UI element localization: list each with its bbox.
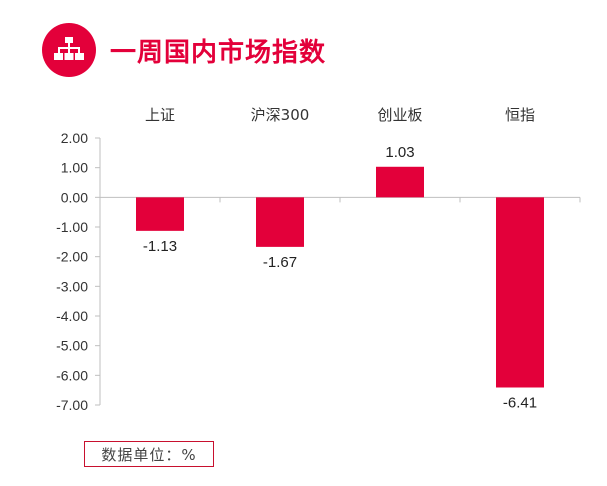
y-tick-label: -2.00: [56, 249, 88, 265]
category-label: 上证: [145, 106, 175, 124]
bar: [136, 197, 184, 231]
y-tick-label: -6.00: [56, 367, 88, 383]
data-label: -1.67: [263, 254, 297, 271]
y-tick-label: -7.00: [56, 397, 88, 413]
chart-header: 一周国内市场指数: [42, 22, 326, 78]
category-label: 恒指: [505, 106, 535, 124]
y-tick-label: 2.00: [61, 130, 88, 146]
hierarchy-icon: [54, 37, 84, 60]
bar: [376, 166, 424, 198]
data-label: -1.13: [143, 238, 177, 255]
y-tick-label: 1.00: [61, 160, 88, 176]
data-label: -6.41: [503, 394, 537, 411]
logo-badge: [42, 23, 96, 77]
y-tick-label: -5.00: [56, 338, 88, 354]
y-tick-label: 0.00: [61, 189, 88, 205]
data-label: 1.03: [385, 144, 414, 161]
y-tick-label: -3.00: [56, 278, 88, 294]
bar: [496, 197, 544, 388]
bar: [256, 197, 304, 247]
category-label: 创业板: [377, 106, 422, 124]
page-title: 一周国内市场指数: [110, 37, 327, 68]
y-tick-label: -1.00: [56, 219, 88, 235]
category-label: 沪深300: [251, 106, 310, 124]
unit-label: 数据单位：%: [84, 441, 214, 467]
y-tick-label: -4.00: [56, 308, 88, 324]
